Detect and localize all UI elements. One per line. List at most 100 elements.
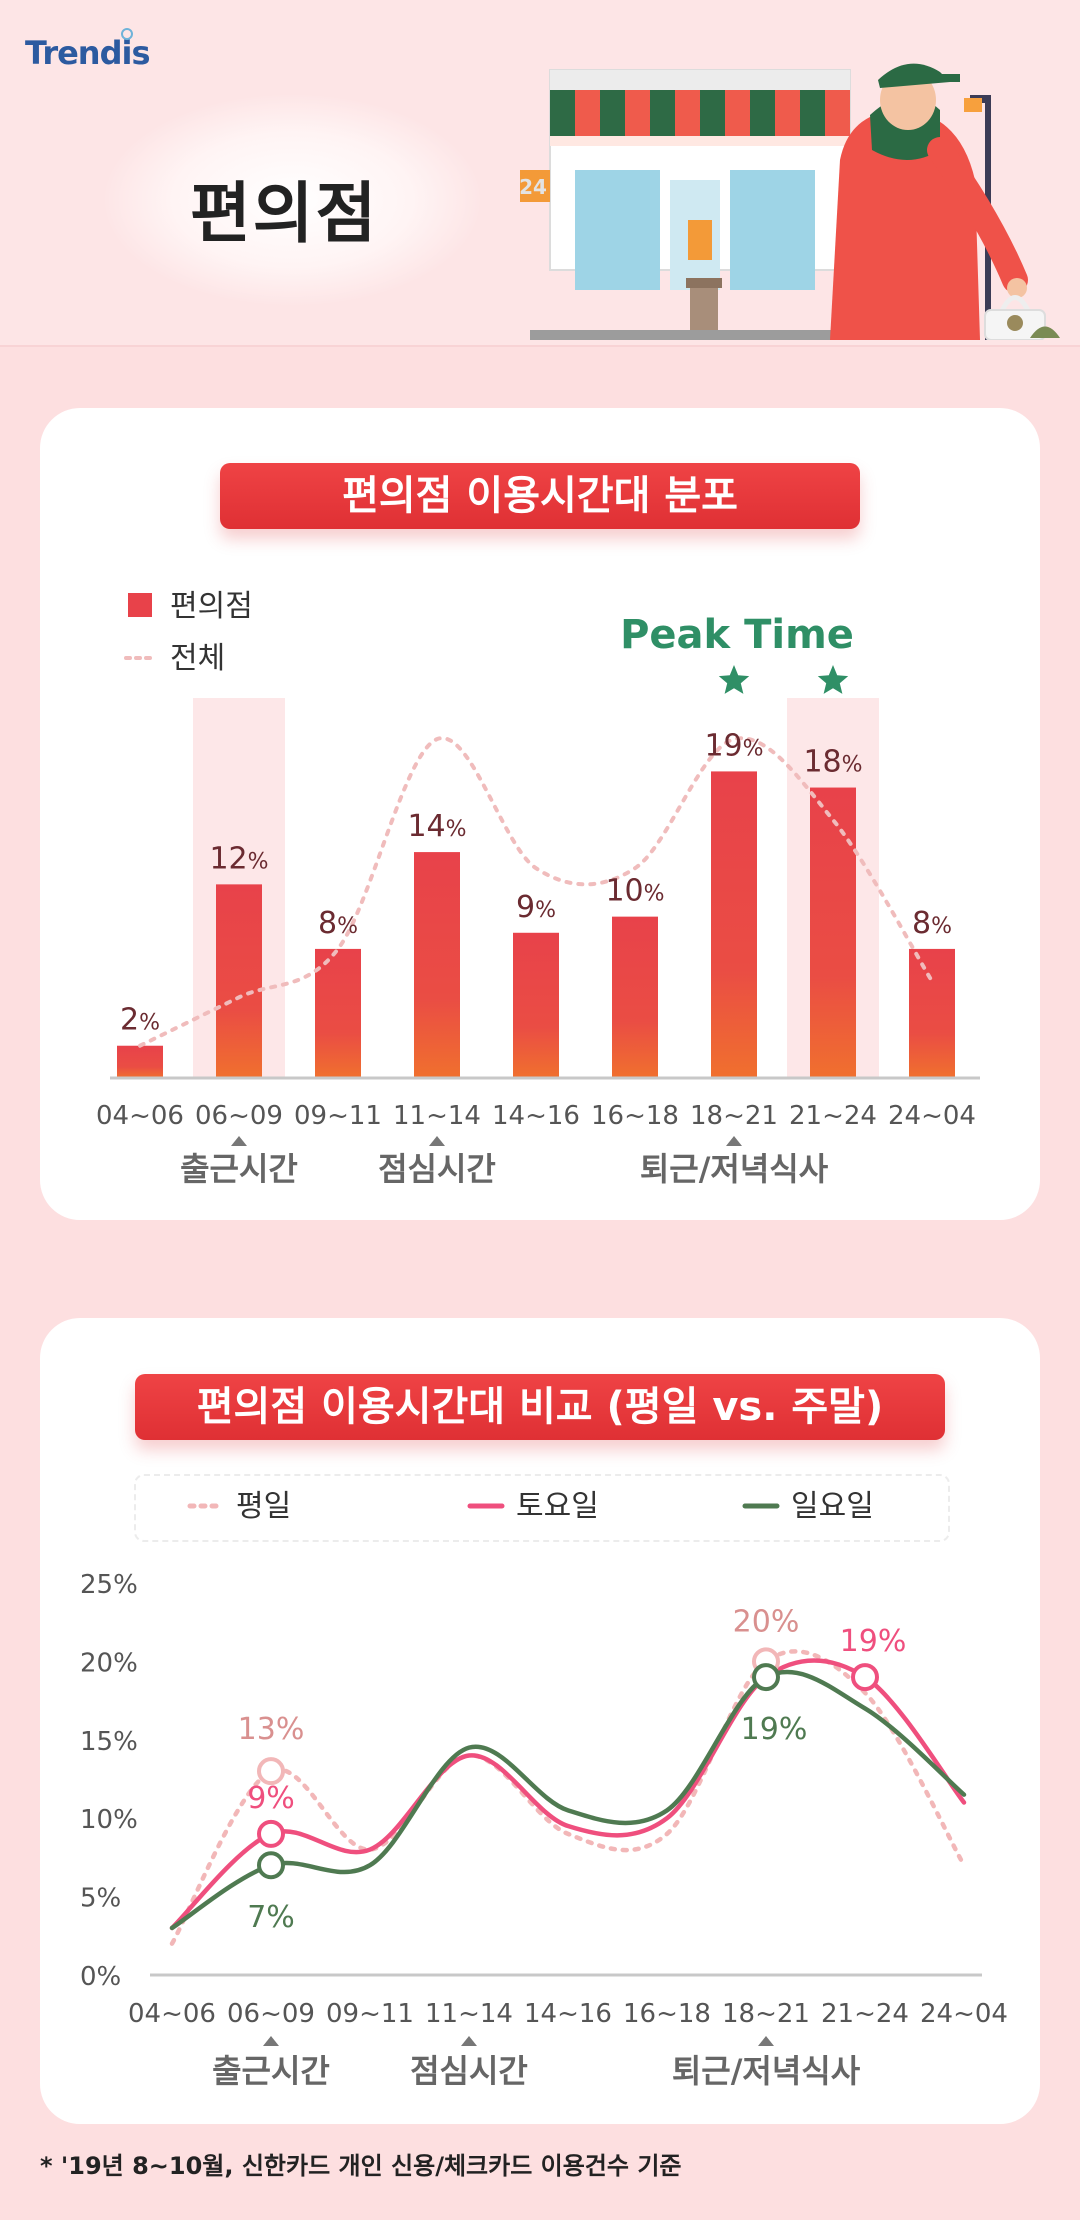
x-tick-label-21~24: 21~24 — [789, 1101, 877, 1131]
comparison-card — [40, 1318, 1040, 2124]
bar-value-label-06~09-number: 12 — [209, 841, 247, 876]
footnote: * '19년 8~10월, 신한카드 개인 신용/체크카드 이용건수 기준 — [40, 2152, 682, 2180]
bar-value-label-04~06-unit: % — [139, 1011, 160, 1036]
legend-label-편의점: 편의점 — [170, 589, 253, 624]
bar-11~14 — [414, 852, 460, 1078]
x-tick-label-09~11: 09~11 — [326, 1999, 414, 2029]
point-marker-토요일-21~24 — [851, 1663, 879, 1692]
period-marker-icon-11~14 — [429, 1136, 445, 1146]
bar-24~04 — [909, 948, 955, 1078]
chart2-title: 편의점 이용시간대 비교 (평일 vs. 주말) — [135, 1374, 945, 1440]
star-icon-18~21 — [718, 665, 750, 694]
period-label-11~14: 점심시간 — [410, 2052, 528, 2090]
bar-value-label-21~24-number: 18 — [803, 745, 841, 780]
period-marker-icon-06~09 — [231, 1136, 247, 1146]
bar-value-label-04~06-number: 2 — [120, 1003, 139, 1038]
point-marker-토요일-06~09 — [257, 1819, 285, 1848]
logo-dot-icon — [121, 28, 133, 40]
bar-value-label-18~21-number: 19 — [704, 728, 742, 763]
x-tick-label-24~04: 24~04 — [888, 1101, 976, 1131]
bar-value-label-24~04: 8% — [912, 906, 952, 941]
bar-09~11 — [315, 948, 361, 1078]
point-label-평일-06~09: 13% — [238, 1712, 305, 1747]
legend-label-일요일: 일요일 — [791, 1489, 874, 1524]
bar-value-label-14~16-unit: % — [535, 898, 556, 923]
bar-value-label-14~16-number: 9 — [516, 890, 535, 925]
bar-value-label-09~11: 8% — [318, 906, 358, 941]
bar-value-label-18~21-unit: % — [743, 736, 764, 761]
legend-label-토요일: 토요일 — [516, 1489, 599, 1524]
bar-14~16 — [513, 932, 559, 1078]
shopping-bag-icon — [984, 295, 1046, 340]
y-tick-label-10%: 10% — [80, 1805, 138, 1835]
y-tick-label-20%: 20% — [80, 1648, 138, 1678]
bar-18~21 — [711, 771, 757, 1078]
y-tick-label-5%: 5% — [80, 1884, 121, 1914]
bar-value-label-21~24-unit: % — [842, 753, 863, 778]
bar-value-label-06~09-unit: % — [248, 849, 269, 874]
bar-04~06 — [117, 1045, 163, 1078]
series-line-평일 — [169, 1649, 967, 1946]
legend-swatch-편의점 — [128, 593, 152, 617]
bar-value-label-11~14: 14% — [407, 809, 466, 844]
page-title: 편의점 — [190, 175, 379, 252]
bar-value-label-24~04-unit: % — [931, 914, 952, 939]
shopper-person — [830, 63, 1028, 340]
x-tick-label-24~04: 24~04 — [920, 1999, 1008, 2029]
bar-21~24 — [810, 787, 856, 1078]
period-label-06~09: 출근시간 — [180, 1150, 298, 1188]
point-label-토요일-21~24: 19% — [840, 1624, 907, 1659]
bar-16~18 — [612, 916, 658, 1078]
bar-value-label-18~21: 19% — [704, 728, 763, 763]
bar-value-label-11~14-unit: % — [446, 817, 467, 842]
bar-value-label-11~14-number: 14 — [407, 809, 445, 844]
point-label-평일-18~21: 20% — [733, 1604, 800, 1639]
bar-value-label-04~06: 2% — [120, 1003, 160, 1038]
x-tick-label-04~06: 04~06 — [96, 1101, 184, 1131]
x-tick-label-11~14: 11~14 — [425, 1999, 513, 2029]
x-tick-label-16~18: 16~18 — [623, 1999, 711, 2029]
period-marker-icon-18~21 — [758, 2036, 774, 2046]
legend-label-평일: 평일 — [236, 1489, 291, 1524]
x-tick-label-16~18: 16~18 — [591, 1101, 679, 1131]
chart2-legend-frame — [134, 1474, 950, 1542]
x-tick-label-06~09: 06~09 — [195, 1101, 283, 1131]
bar-06~09 — [216, 884, 262, 1078]
y-tick-label-15%: 15% — [80, 1727, 138, 1757]
x-tick-label-14~16: 14~16 — [524, 1999, 612, 2029]
legend-label-전체: 전체 — [170, 641, 225, 676]
chart1-title: 편의점 이용시간대 분포 — [220, 463, 860, 529]
x-tick-label-09~11: 09~11 — [294, 1101, 382, 1131]
bar-value-label-16~18: 10% — [605, 874, 664, 909]
bar-value-label-09~11-number: 8 — [318, 906, 337, 941]
point-marker-일요일-18~21 — [752, 1663, 780, 1692]
point-label-일요일-06~09: 7% — [247, 1900, 295, 1935]
bar-value-label-09~11-unit: % — [337, 914, 358, 939]
series-line-전체 — [138, 736, 934, 1048]
bar-value-label-06~09: 12% — [209, 841, 268, 876]
period-marker-icon-06~09 — [263, 2036, 279, 2046]
star-icon-21~24 — [817, 665, 849, 694]
x-tick-label-06~09: 06~09 — [227, 1999, 315, 2029]
x-tick-label-04~06: 04~06 — [128, 1999, 216, 2029]
bar-value-label-16~18-unit: % — [644, 882, 665, 907]
series-line-일요일 — [169, 1669, 967, 1931]
point-label-일요일-18~21: 19% — [741, 1712, 808, 1747]
bar-value-label-21~24: 18% — [803, 745, 862, 780]
point-marker-일요일-06~09 — [257, 1851, 285, 1880]
brand-logo: Trendis — [25, 28, 150, 72]
point-label-토요일-06~09: 9% — [247, 1781, 295, 1816]
store-sign-text: 24 — [520, 175, 547, 199]
convenience-store-illustration: 24 — [520, 63, 1060, 340]
period-label-06~09: 출근시간 — [212, 2052, 330, 2090]
x-tick-label-21~24: 21~24 — [821, 1999, 909, 2029]
peak-time-annotation: Peak Time — [620, 612, 854, 658]
x-tick-label-18~21: 18~21 — [722, 1999, 810, 2029]
x-tick-label-11~14: 11~14 — [393, 1101, 481, 1131]
period-label-18~21: 퇴근/저녁식사 — [672, 2052, 861, 2090]
x-tick-label-14~16: 14~16 — [492, 1101, 580, 1131]
bar-value-label-24~04-number: 8 — [912, 906, 931, 941]
point-marker-평일-06~09 — [257, 1757, 285, 1786]
